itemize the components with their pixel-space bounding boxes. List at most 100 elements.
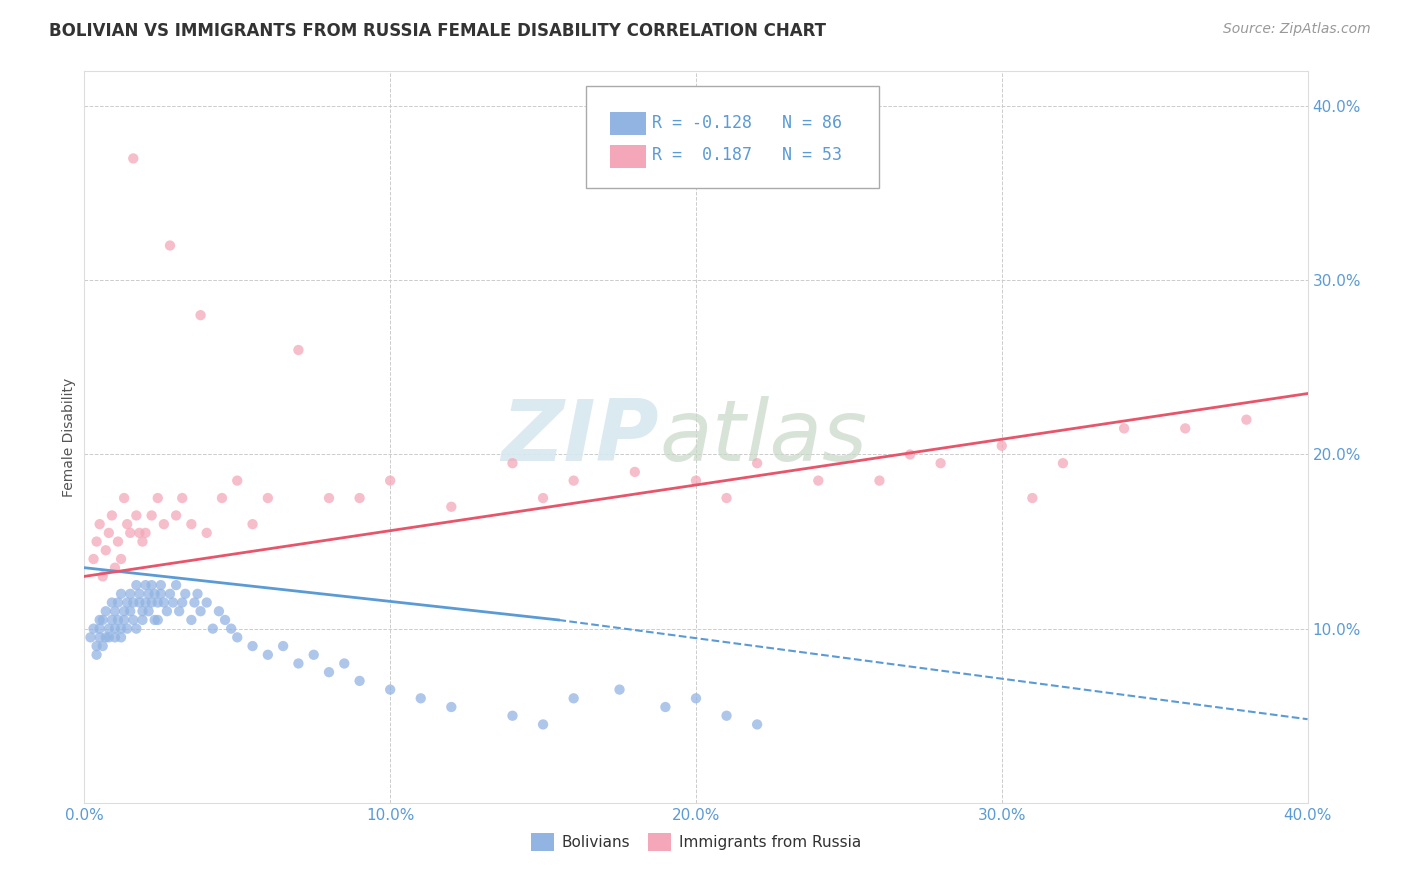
- Point: [1174, 421, 1197, 435]
- Point: [110, 631, 132, 645]
- Point: [110, 552, 132, 566]
- Point: [190, 604, 212, 618]
- Point: [79, 631, 101, 645]
- Point: [226, 631, 249, 645]
- FancyBboxPatch shape: [586, 86, 880, 188]
- Point: [83, 552, 105, 566]
- Point: [654, 700, 676, 714]
- Point: [380, 682, 402, 697]
- Point: [201, 622, 224, 636]
- Point: [172, 491, 194, 505]
- Point: [112, 491, 135, 505]
- Point: [141, 595, 163, 609]
- Point: [89, 631, 111, 645]
- Point: [94, 604, 117, 618]
- Point: [287, 343, 309, 357]
- Point: [135, 595, 157, 609]
- Point: [174, 587, 197, 601]
- Point: [138, 587, 160, 601]
- Point: [107, 534, 129, 549]
- Point: [86, 639, 108, 653]
- Point: [190, 308, 212, 322]
- Point: [685, 691, 707, 706]
- Point: [162, 595, 184, 609]
- Point: [502, 456, 524, 470]
- Point: [156, 604, 179, 618]
- Point: [104, 622, 127, 636]
- Point: [1114, 421, 1136, 435]
- Point: [107, 613, 129, 627]
- Point: [122, 595, 145, 609]
- Point: [120, 587, 142, 601]
- Point: [242, 517, 264, 532]
- Point: [122, 152, 145, 166]
- Point: [409, 691, 432, 706]
- Point: [165, 508, 187, 523]
- Point: [929, 456, 952, 470]
- Point: [131, 604, 153, 618]
- Text: atlas: atlas: [659, 395, 868, 479]
- Text: ZIP: ZIP: [502, 395, 659, 479]
- Point: [86, 534, 108, 549]
- Point: [186, 587, 208, 601]
- Point: [172, 595, 194, 609]
- Point: [125, 508, 148, 523]
- Point: [86, 648, 108, 662]
- Point: [104, 631, 127, 645]
- Point: [609, 682, 631, 697]
- Point: [125, 622, 148, 636]
- Point: [440, 700, 463, 714]
- Point: [138, 604, 160, 618]
- Point: [195, 595, 218, 609]
- Point: [502, 708, 524, 723]
- Point: [141, 578, 163, 592]
- Point: [89, 517, 111, 532]
- Point: [110, 622, 132, 636]
- Point: [214, 613, 236, 627]
- Point: [287, 657, 309, 671]
- Point: [180, 517, 202, 532]
- Point: [747, 717, 769, 731]
- Point: [180, 613, 202, 627]
- Point: [128, 587, 150, 601]
- Point: [143, 587, 166, 601]
- Text: R = -0.128   N = 86: R = -0.128 N = 86: [652, 113, 842, 131]
- Text: Source: ZipAtlas.com: Source: ZipAtlas.com: [1223, 22, 1371, 37]
- Point: [159, 587, 181, 601]
- Point: [716, 708, 738, 723]
- Point: [94, 631, 117, 645]
- Point: [131, 613, 153, 627]
- Point: [135, 578, 157, 592]
- Point: [122, 613, 145, 627]
- Point: [89, 613, 111, 627]
- Point: [146, 595, 169, 609]
- Point: [685, 474, 707, 488]
- Point: [1236, 412, 1258, 426]
- Point: [115, 622, 138, 636]
- Point: [1021, 491, 1043, 505]
- Point: [115, 595, 138, 609]
- Point: [208, 604, 231, 618]
- Point: [149, 578, 172, 592]
- Point: [1052, 456, 1074, 470]
- Point: [869, 474, 891, 488]
- Point: [97, 525, 120, 540]
- Point: [153, 517, 176, 532]
- Point: [898, 448, 921, 462]
- Point: [226, 474, 249, 488]
- Point: [271, 639, 294, 653]
- Point: [333, 657, 356, 671]
- Point: [531, 717, 554, 731]
- Point: [349, 491, 371, 505]
- Point: [159, 238, 181, 252]
- Point: [91, 569, 114, 583]
- Point: [149, 587, 172, 601]
- Point: [141, 508, 163, 523]
- Point: [624, 465, 647, 479]
- Point: [991, 439, 1014, 453]
- Point: [120, 604, 142, 618]
- Point: [115, 517, 138, 532]
- Point: [716, 491, 738, 505]
- Point: [440, 500, 463, 514]
- Point: [91, 613, 114, 627]
